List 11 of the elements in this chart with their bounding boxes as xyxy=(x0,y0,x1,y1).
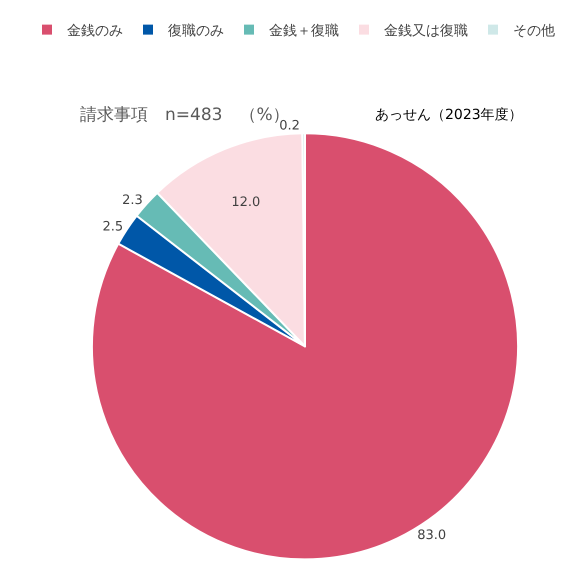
legend-label: 金銭のみ xyxy=(67,23,123,40)
data-label: 2.3 xyxy=(122,193,143,208)
data-label: 83.0 xyxy=(417,528,446,543)
legend-label: 金銭又は復職 xyxy=(384,23,468,40)
data-label: 0.2 xyxy=(279,118,300,134)
text: あっせん（2023年度） xyxy=(375,107,523,123)
legend-label: 復職のみ xyxy=(168,23,224,40)
data-label: 2.5 xyxy=(102,220,124,235)
legend-label: その他 xyxy=(513,23,555,40)
data-label: 12.0 xyxy=(231,194,260,210)
legend-label: 金銭＋復職 xyxy=(269,23,339,40)
